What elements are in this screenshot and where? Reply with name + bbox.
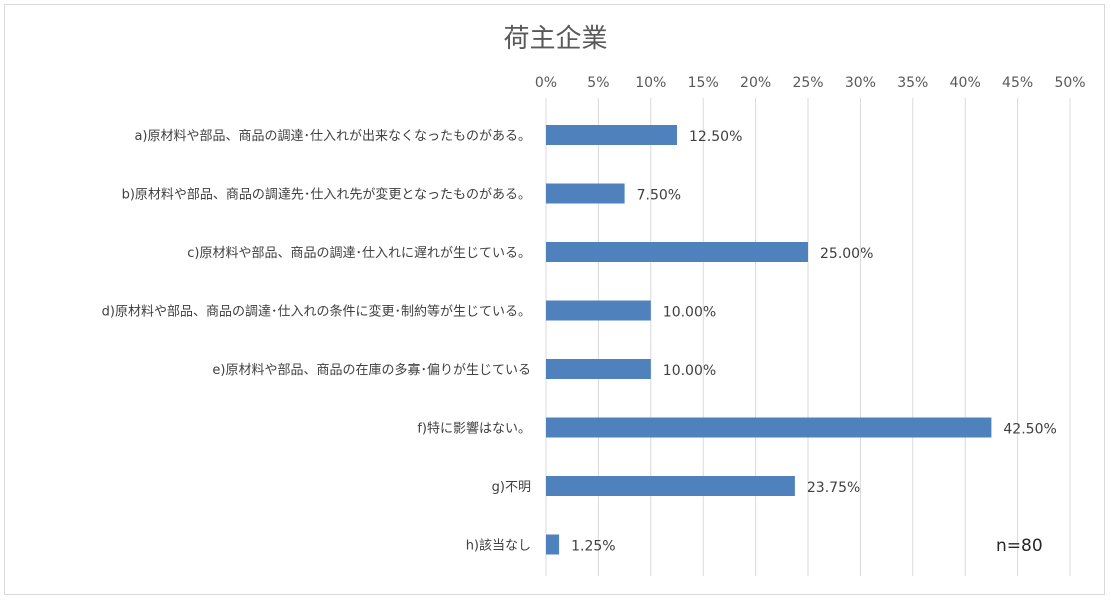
x-tick-label: 15%	[688, 75, 719, 91]
bar	[546, 183, 625, 204]
gridlines	[545, 98, 1071, 576]
chart-frame	[4, 4, 1105, 595]
data-label: 25.00%	[820, 246, 873, 262]
x-tick-label: 45%	[1002, 75, 1033, 91]
category-label: h)該当なし	[466, 538, 531, 554]
category-label: b)原材料や部品、商品の調達先･仕入れ先が変更となったものがある。	[122, 187, 531, 203]
data-label: 12.50%	[689, 129, 742, 145]
bar	[546, 476, 795, 496]
data-label: 10.00%	[663, 305, 716, 321]
x-tick-label: 10%	[635, 75, 666, 91]
x-tick-label: 35%	[897, 75, 928, 91]
data-labels: 12.50% 7.50% 25.00% 10.00% 10.00% 42.50% 23.75…	[571, 129, 1057, 555]
data-label: 10.00%	[663, 363, 716, 379]
data-label: 7.50%	[637, 188, 681, 204]
category-label: f)特に影響はない。	[417, 421, 531, 437]
data-label: 1.25%	[571, 539, 615, 555]
chart-title: 荷主企業	[503, 24, 608, 54]
data-label: 23.75%	[807, 480, 860, 496]
x-tick-label: 30%	[845, 75, 876, 91]
x-tick-label: 25%	[792, 75, 823, 91]
bar	[546, 417, 992, 438]
x-axis-ticks: 0% 5% 10% 15% 20% 25% 30% 35% 40% 45% 50%	[535, 75, 1086, 91]
x-tick-label: 40%	[950, 75, 981, 91]
x-tick-label: 50%	[1054, 75, 1085, 91]
bar	[546, 242, 808, 262]
category-label: d)原材料や部品、商品の調達･仕入れの条件に変更･制約等が生じている。	[102, 304, 531, 320]
data-label: 42.50%	[1003, 422, 1056, 438]
x-tick-label: 5%	[587, 75, 609, 91]
category-label: c)原材料や部品、商品の調達･仕入れに遅れが生じている。	[187, 246, 531, 261]
category-label: g)不明	[492, 480, 531, 495]
category-labels: a)原材料や部品、商品の調達･仕入れが出来なくなったものがある。 b)原材料や部品…	[102, 129, 531, 554]
bar	[546, 534, 560, 555]
category-label: a)原材料や部品、商品の調達･仕入れが出来なくなったものがある。	[134, 129, 531, 144]
bar	[546, 359, 651, 379]
bar	[546, 300, 651, 321]
x-tick-label: 20%	[740, 75, 771, 91]
bars	[546, 125, 992, 555]
category-label: e)原材料や部品、商品の在庫の多寡･偏りが生じている	[212, 362, 531, 378]
sample-size-annotation: n=80	[996, 536, 1043, 556]
bar	[546, 125, 677, 145]
x-tick-label: 0%	[535, 75, 557, 91]
